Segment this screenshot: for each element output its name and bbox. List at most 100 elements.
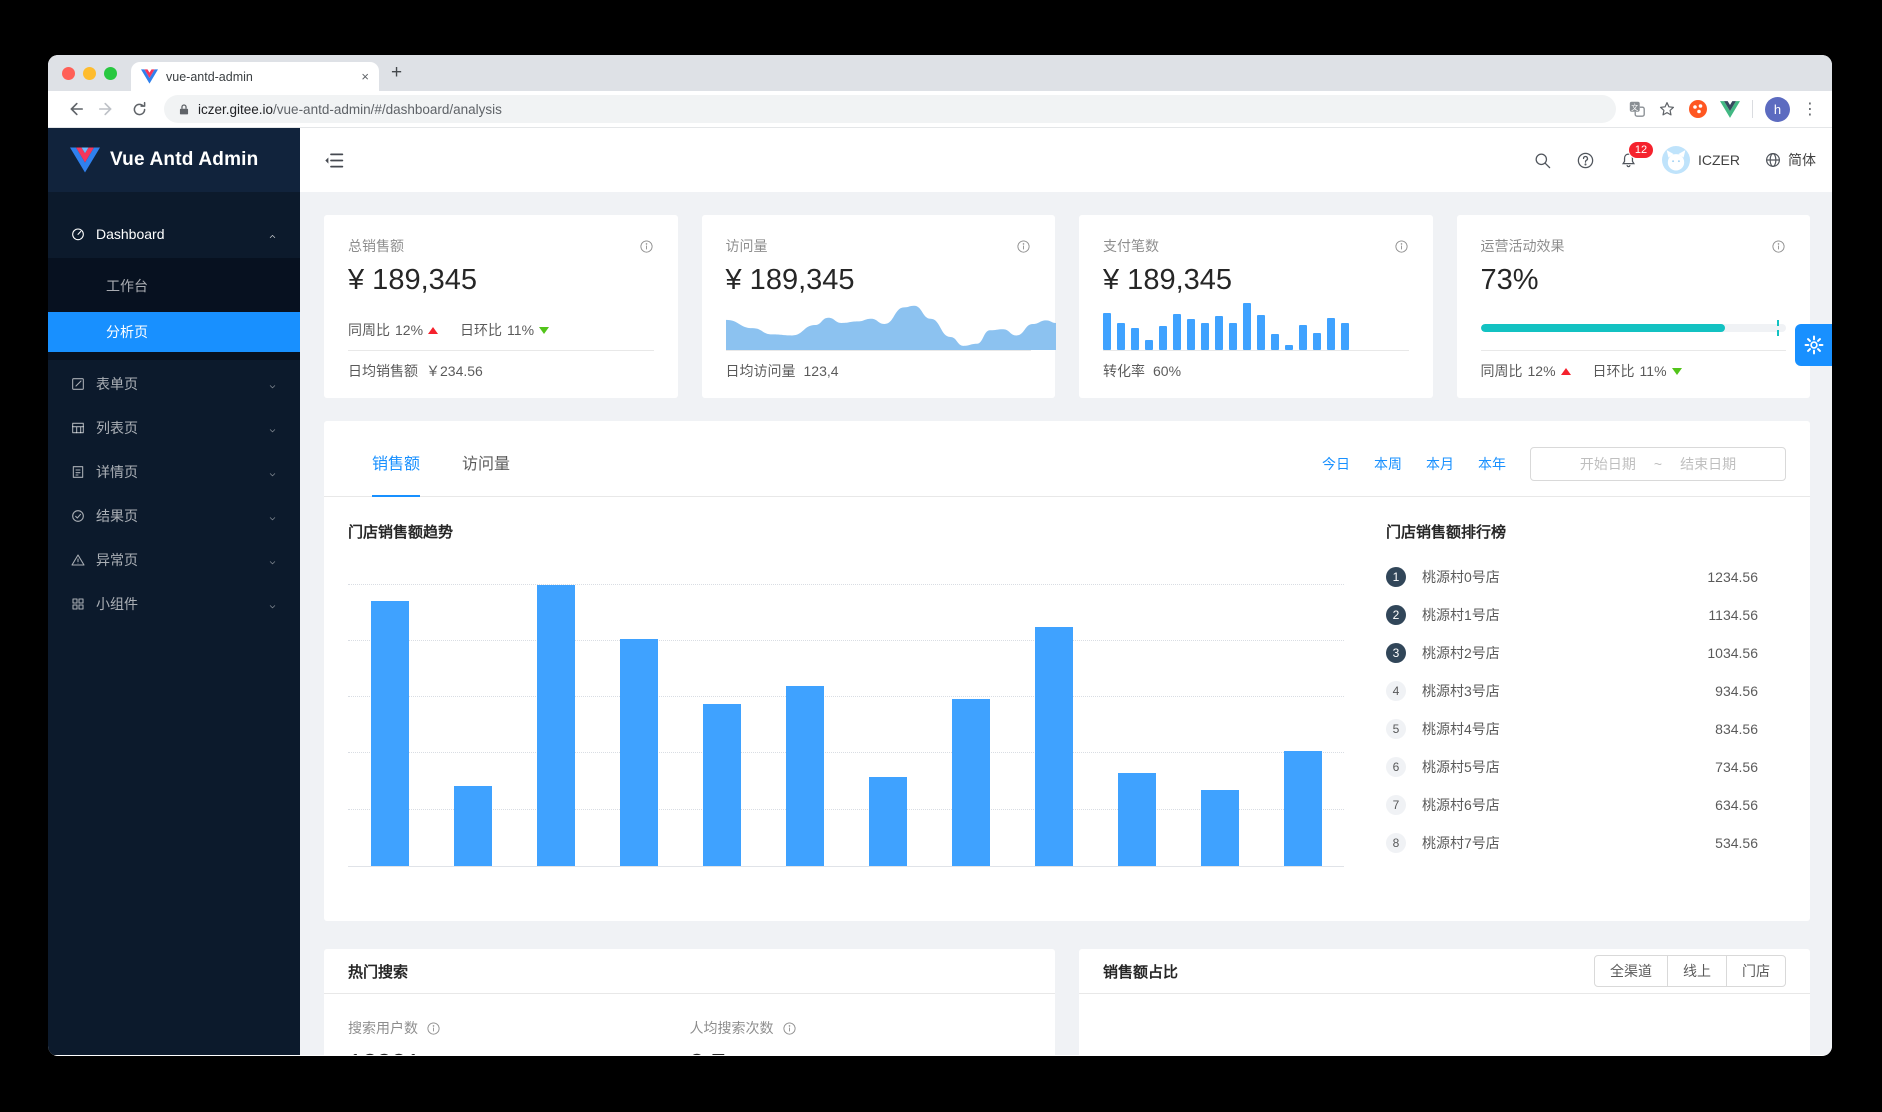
info-icon[interactable] bbox=[782, 1021, 797, 1036]
channel-all-button[interactable]: 全渠道 bbox=[1594, 955, 1668, 987]
bar-series bbox=[348, 562, 1344, 866]
url-path: /vue-antd-admin/#/dashboard/analysis bbox=[273, 101, 502, 117]
extension-orange-icon[interactable] bbox=[1688, 99, 1708, 119]
browser-tab[interactable]: vue-antd-admin × bbox=[131, 62, 379, 91]
chevron-down-icon bbox=[267, 511, 278, 522]
language-switch[interactable]: 简体 bbox=[1764, 150, 1816, 170]
progress-target-marker bbox=[1776, 320, 1779, 336]
chevron-down-icon bbox=[267, 467, 278, 478]
sidebar-item-小组件[interactable]: 小组件 bbox=[48, 584, 300, 624]
info-icon[interactable] bbox=[1016, 239, 1031, 254]
sidebar-item-label: 异常页 bbox=[96, 552, 138, 568]
sidebar-item-列表页[interactable]: 列表页 bbox=[48, 408, 300, 448]
filter-today[interactable]: 今日 bbox=[1322, 455, 1350, 472]
metric-value: 12321 bbox=[348, 1048, 420, 1055]
bar-12 bbox=[1283, 750, 1322, 866]
tab-sales[interactable]: 销售额 bbox=[372, 430, 421, 497]
browser-menu-icon[interactable]: ⋮ bbox=[1802, 101, 1818, 118]
rank-row-4: 4 桃源村3号店 934.56 bbox=[1386, 672, 1758, 710]
theme-settings-button[interactable] bbox=[1795, 324, 1832, 366]
refresh-icon[interactable] bbox=[126, 96, 152, 122]
info-icon[interactable] bbox=[639, 239, 654, 254]
sidebar-item-表单页[interactable]: 表单页 bbox=[48, 364, 300, 404]
info-icon[interactable] bbox=[426, 1021, 441, 1036]
notification-bell-icon[interactable]: 12 bbox=[1619, 141, 1653, 170]
page-content: 总销售额 ¥ 189,345 同周比 12% 日环比 11% 日均销售额 ￥234.5… bbox=[300, 192, 1832, 1055]
metric-search-users: 搜索用户数 12321 71.2 bbox=[348, 1018, 690, 1055]
footer-value: 60% bbox=[1153, 363, 1182, 379]
mini-bar bbox=[1299, 325, 1307, 350]
sidebar-item-工作台[interactable]: 工作台 bbox=[48, 263, 300, 309]
user-menu[interactable]: ICZER bbox=[1662, 146, 1740, 174]
translate-icon[interactable]: 文 bbox=[1628, 100, 1646, 118]
store-sales-value: 1134.56 bbox=[1708, 607, 1758, 623]
tab-visits[interactable]: 访问量 bbox=[462, 456, 511, 473]
store-name: 桃源村1号店 bbox=[1422, 607, 1500, 623]
chevron-down-icon bbox=[267, 555, 278, 566]
filter-this-year[interactable]: 本年 bbox=[1478, 455, 1506, 472]
bar-9 bbox=[1034, 626, 1073, 866]
tab-title: vue-antd-admin bbox=[166, 69, 253, 84]
filter-this-month[interactable]: 本月 bbox=[1426, 455, 1454, 472]
app-logo[interactable]: Vue Antd Admin bbox=[48, 128, 300, 192]
new-tab-button[interactable]: + bbox=[391, 62, 403, 83]
notification-badge: 12 bbox=[1629, 141, 1653, 158]
mini-bar bbox=[1313, 332, 1321, 350]
channel-store-button[interactable]: 门店 bbox=[1726, 955, 1786, 987]
info-icon[interactable] bbox=[1394, 239, 1409, 254]
sidebar-item-Dashboard[interactable]: Dashboard bbox=[48, 214, 300, 254]
quick-date-filters: 今日 本周 本月 本年 bbox=[1322, 454, 1506, 474]
browser-window: vue-antd-admin × + iczer.gitee.io/vue-an… bbox=[48, 55, 1832, 1056]
bookmark-star-icon[interactable] bbox=[1658, 100, 1676, 118]
menu-fold-icon[interactable] bbox=[324, 150, 345, 171]
sidebar-menu: Dashboard 工作台 分析页表单页列表页 详情页结果页异常页小组件 bbox=[48, 192, 300, 628]
chevron-up-icon bbox=[267, 229, 278, 240]
sidebar-item-详情页[interactable]: 详情页 bbox=[48, 452, 300, 492]
mini-bar bbox=[1173, 314, 1181, 350]
rank-row-5: 5 桃源村4号店 834.56 bbox=[1386, 710, 1758, 748]
date-range-picker[interactable]: 开始日期 ~ 结束日期 bbox=[1530, 446, 1786, 481]
forward-icon[interactable] bbox=[94, 96, 120, 122]
stat-title: 总销售额 bbox=[348, 238, 404, 254]
sidebar-item-分析页[interactable]: 分析页 bbox=[48, 312, 300, 352]
sidebar-item-异常页[interactable]: 异常页 bbox=[48, 540, 300, 580]
sales-ratio-title: 销售额占比 bbox=[1103, 963, 1179, 981]
sidebar-item-结果页[interactable]: 结果页 bbox=[48, 496, 300, 536]
address-bar[interactable]: iczer.gitee.io/vue-antd-admin/#/dashboar… bbox=[164, 95, 1616, 123]
sidebar: Vue Antd Admin Dashboard 工作台 分析页表单页列表页 详情页结… bbox=[48, 128, 300, 1055]
info-icon[interactable] bbox=[1771, 239, 1786, 254]
vue-antd-admin-logo-icon bbox=[70, 147, 100, 173]
help-icon[interactable] bbox=[1576, 151, 1595, 170]
browser-tab-strip: vue-antd-admin × + bbox=[48, 55, 1832, 91]
vue-devtools-icon[interactable] bbox=[1720, 100, 1740, 118]
store-name: 桃源村4号店 bbox=[1422, 721, 1500, 737]
store-name: 桃源村3号店 bbox=[1422, 683, 1500, 699]
mini-bar bbox=[1201, 322, 1209, 350]
tab-close-icon[interactable]: × bbox=[361, 69, 369, 84]
filter-this-week[interactable]: 本周 bbox=[1374, 455, 1402, 472]
mini-bar bbox=[1187, 319, 1195, 350]
sales-trend-title: 门店销售额趋势 bbox=[348, 524, 454, 541]
back-icon[interactable] bbox=[62, 96, 88, 122]
sidebar-item-label: 表单页 bbox=[96, 376, 138, 392]
caret-down-icon bbox=[1671, 367, 1682, 375]
browser-profile-avatar[interactable]: h bbox=[1765, 96, 1790, 122]
chevron-down-icon bbox=[267, 379, 278, 390]
hot-search-metrics: 搜索用户数 12321 71.2 人均搜索次数 bbox=[348, 1018, 1031, 1055]
stat-card-campaign-effect: 运营活动效果 73% 同周比 12% 日环比 11% bbox=[1456, 215, 1810, 398]
search-icon[interactable] bbox=[1533, 151, 1552, 170]
bar-2 bbox=[453, 785, 492, 866]
maximize-window-button[interactable] bbox=[104, 66, 117, 80]
minimize-window-button[interactable] bbox=[83, 66, 96, 80]
close-window-button[interactable] bbox=[62, 66, 75, 80]
check-icon bbox=[70, 508, 86, 524]
globe-icon bbox=[1764, 151, 1782, 169]
sidebar-item-label: 结果页 bbox=[96, 508, 138, 524]
stat-card-visits: 访问量 ¥ 189,345 日均访问量 123,4 bbox=[701, 215, 1056, 398]
rank-badge: 1 bbox=[1386, 567, 1406, 587]
visits-sparkline-area-chart bbox=[725, 305, 1056, 350]
sales-ranking-title: 门店销售额排行榜 bbox=[1386, 524, 1507, 541]
channel-online-button[interactable]: 线上 bbox=[1667, 955, 1727, 987]
table-icon bbox=[70, 420, 86, 436]
rank-badge: 7 bbox=[1386, 795, 1406, 815]
